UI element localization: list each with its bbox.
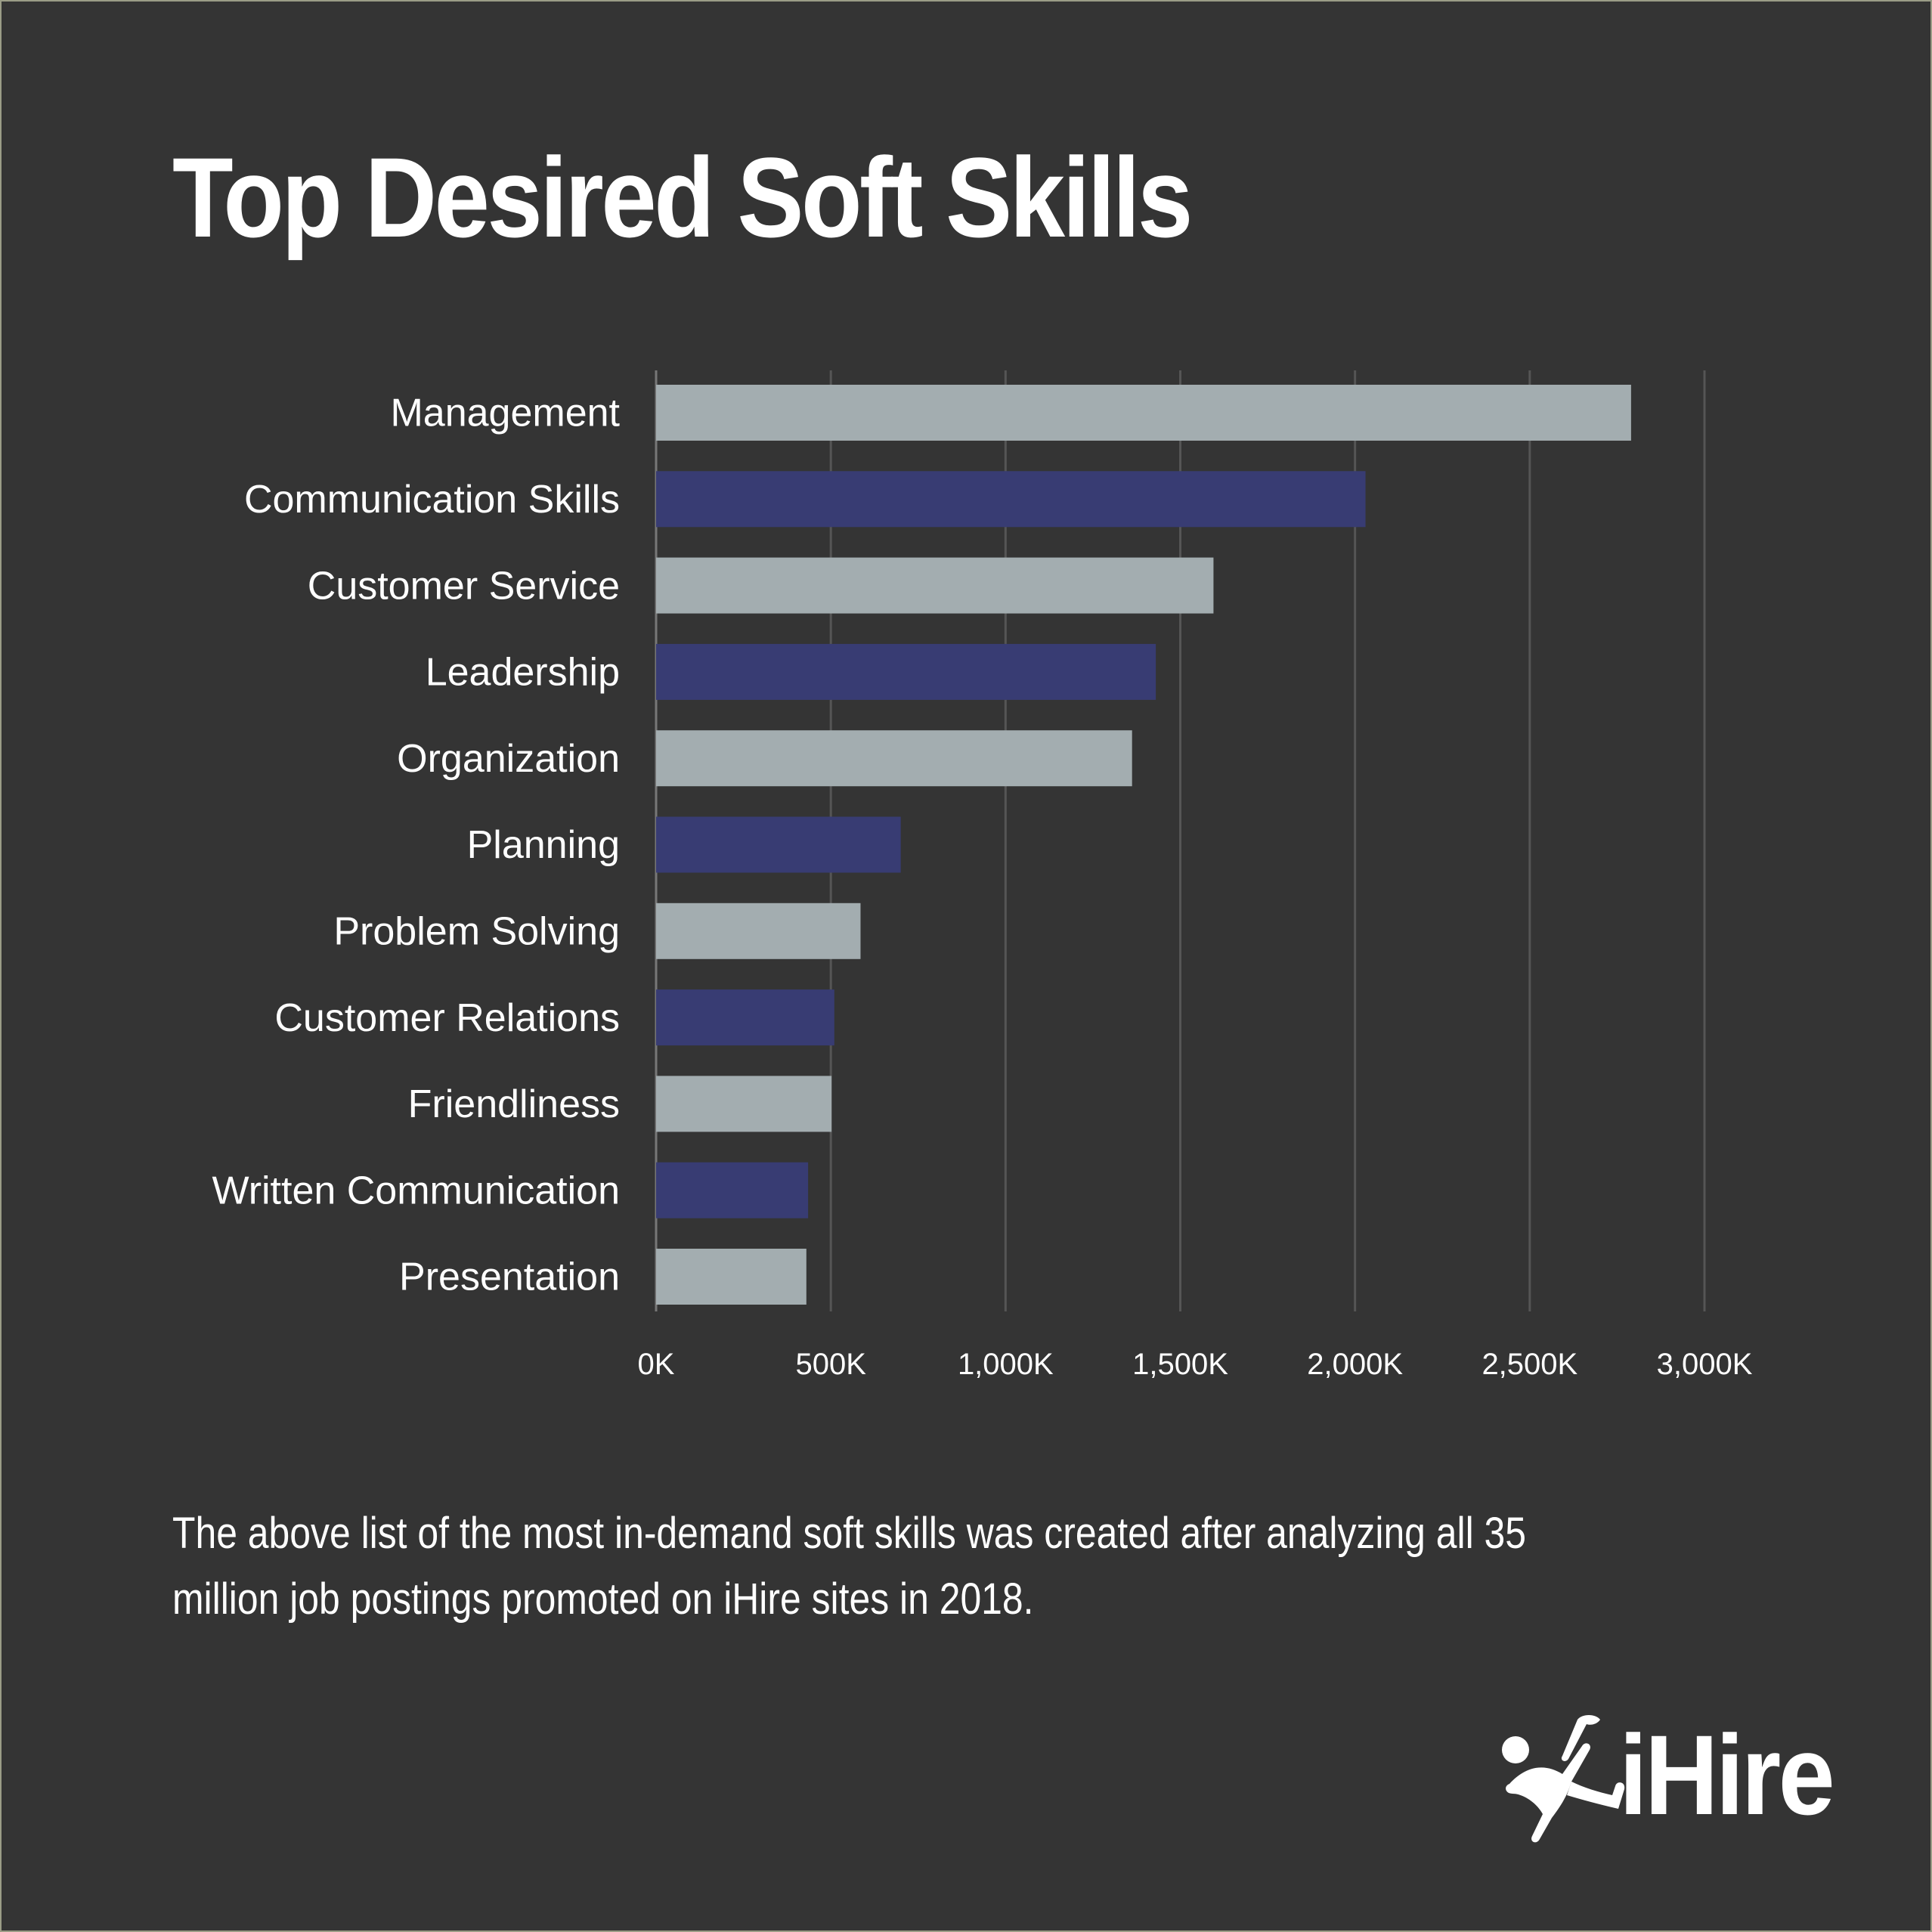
category-label: Communication Skills [244, 478, 620, 522]
bar [656, 385, 1631, 441]
bar [656, 557, 1214, 614]
bar [656, 730, 1132, 787]
chart-title: Top Desired Soft Skills [172, 134, 1193, 261]
x-tick-label: 1,500K [1132, 1348, 1228, 1381]
category-label: Customer Service [308, 564, 620, 608]
bar [656, 1162, 809, 1218]
bar [656, 903, 861, 959]
x-tick-label: 2,500K [1482, 1348, 1577, 1381]
bar [656, 471, 1366, 528]
category-label: Planning [467, 823, 620, 867]
bar [656, 1076, 832, 1132]
category-label: Problem Solving [333, 910, 620, 954]
chart-caption: The above list of the most in-demand sof… [172, 1509, 1527, 1624]
x-tick-label: 3,000K [1657, 1348, 1753, 1381]
x-tick-label: 1,000K [958, 1348, 1054, 1381]
x-tick-label: 2,000K [1307, 1348, 1403, 1381]
x-tick-label: 500K [795, 1348, 866, 1381]
x-tick-label: 0K [638, 1348, 675, 1381]
category-label: Written Communication [212, 1169, 620, 1212]
ihire-logo-text: iHire [1619, 1711, 1835, 1838]
category-label: Organization [397, 737, 620, 781]
category-label: Friendliness [408, 1082, 620, 1126]
bar [656, 643, 1156, 700]
bar [656, 1249, 807, 1305]
bar-chart: 0K 500K 1,000K 1,500K 2,000K 2,500K 3,000K Mana… [212, 370, 1753, 1381]
category-label: Presentation [399, 1255, 620, 1299]
ihire-figure-icon [1502, 1715, 1625, 1843]
category-label: Management [390, 392, 620, 435]
bar [656, 816, 901, 873]
category-label: Leadership [426, 651, 620, 695]
category-label: Customer Relations [274, 996, 620, 1040]
bar [656, 989, 834, 1046]
